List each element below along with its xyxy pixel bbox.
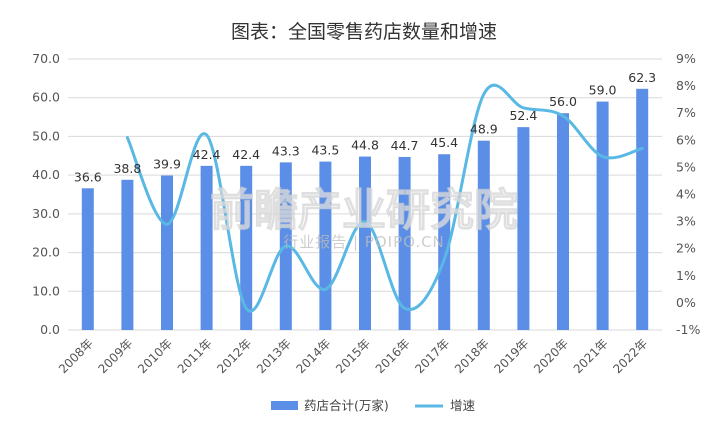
- y-right-tick-label: 1%: [676, 268, 696, 283]
- y-right-tick-label: 4%: [676, 187, 696, 202]
- y-left-tick-label: 70.0: [32, 51, 60, 66]
- x-tick-label: 2022年: [610, 336, 650, 376]
- bar: [557, 113, 569, 330]
- bar-data-label: 45.4: [430, 135, 458, 150]
- legend-bar-label: 药店合计(万家): [304, 398, 389, 413]
- y-right-tick-label: 3%: [676, 214, 696, 229]
- bar-data-label: 52.4: [509, 108, 537, 123]
- x-axis: 2008年 2009年 2010年 2011年 2012年 2013年 2014年 2015年…: [56, 336, 650, 376]
- y-left-tick-label: 40.0: [32, 167, 60, 182]
- line-series: [125, 83, 644, 313]
- y-right-tick-label: 5%: [676, 159, 696, 174]
- x-tick-label: 2015年: [333, 336, 373, 376]
- bar-data-label: 62.3: [628, 70, 656, 85]
- legend: 药店合计(万家) 增速: [271, 398, 476, 413]
- y-right-tick-label: 6%: [676, 132, 696, 147]
- bar-data-label: 36.6: [74, 169, 102, 184]
- bar-data-label: 38.8: [113, 161, 141, 176]
- x-tick-label: 2009年: [96, 336, 136, 376]
- y-left-tick-label: 60.0: [32, 90, 60, 105]
- bar: [438, 154, 451, 330]
- y-right-tick-label: 0%: [676, 295, 696, 310]
- growth-line: [125, 83, 644, 313]
- y-axis-left: 0.0 10.0 20.0 30.0 40.0 50.0 60.0 70.0: [32, 51, 60, 337]
- y-right-tick-label: -1%: [676, 322, 700, 337]
- bar-data-label: 48.9: [470, 122, 498, 137]
- bar-data-label: 39.9: [153, 157, 181, 172]
- chart-title: 图表：全国零售药店数量和增速: [231, 21, 497, 43]
- y-right-tick-label: 9%: [676, 51, 696, 66]
- x-tick-label: 2011年: [175, 336, 215, 376]
- y-right-tick-label: 2%: [676, 241, 696, 256]
- watermark-sub: 行业报告 | POIPO.CN: [283, 233, 445, 251]
- bar: [517, 127, 530, 330]
- y-axis-right: -1% 0% 1% 2% 3% 4% 5% 6% 7% 8% 9%: [676, 51, 700, 337]
- x-tick-label: 2008年: [56, 336, 96, 376]
- bar: [477, 140, 490, 330]
- y-left-tick-label: 30.0: [32, 206, 60, 221]
- y-left-tick-label: 10.0: [32, 283, 60, 298]
- bar: [596, 101, 609, 330]
- x-tick-label: 2017年: [412, 336, 452, 376]
- bar-data-label: 59.0: [589, 83, 617, 98]
- legend-bar-swatch: [271, 401, 298, 410]
- bar-data-label: 56.0: [549, 94, 577, 109]
- x-tick-label: 2021年: [571, 336, 611, 376]
- bar: [121, 179, 134, 330]
- x-tick-label: 2012年: [214, 336, 254, 376]
- y-left-tick-label: 0.0: [40, 322, 60, 337]
- bar: [161, 175, 173, 330]
- x-tick-label: 2016年: [373, 336, 413, 376]
- bar: [81, 188, 94, 330]
- legend-line-label: 增速: [450, 398, 476, 413]
- bar-data-label: 43.5: [311, 143, 339, 158]
- watermark-main: 前瞻产业研究院: [210, 185, 518, 236]
- bar: [636, 88, 649, 330]
- y-left-tick-label: 20.0: [32, 245, 60, 260]
- bar: [359, 156, 371, 330]
- y-left-tick-label: 50.0: [32, 128, 60, 143]
- y-right-tick-label: 8%: [676, 78, 696, 93]
- y-right-tick-label: 7%: [676, 105, 696, 120]
- x-tick-label: 2010年: [135, 336, 175, 376]
- data-labels: 36.6 38.8 39.9 42.4 42.4 43.3 43.5 44.8 44.7 45.4…: [74, 70, 656, 184]
- x-tick-label: 2020年: [531, 336, 571, 376]
- bar: [240, 165, 253, 330]
- bar-data-label: 44.7: [391, 138, 419, 153]
- x-tick-label: 2018年: [452, 336, 492, 376]
- x-tick-label: 2014年: [294, 336, 334, 376]
- x-tick-label: 2013年: [254, 336, 294, 376]
- bar-data-label: 44.8: [351, 138, 379, 153]
- bar-data-label: 42.4: [232, 147, 260, 162]
- bar-data-label: 43.3: [272, 143, 300, 158]
- bar: [200, 165, 213, 330]
- bar: [398, 156, 411, 330]
- x-tick-label: 2019年: [492, 336, 532, 376]
- bar-data-label: 42.4: [193, 147, 221, 162]
